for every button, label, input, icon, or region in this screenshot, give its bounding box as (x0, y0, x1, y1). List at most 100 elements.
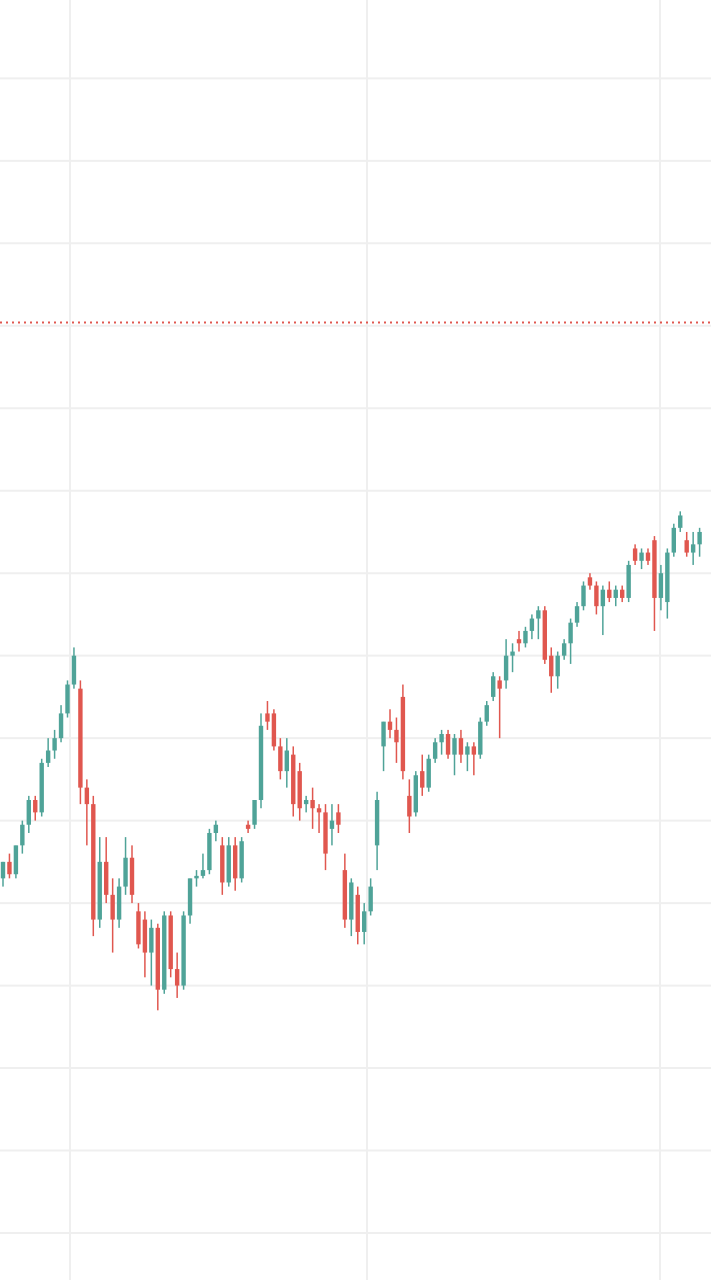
candle-body (581, 585, 586, 607)
candle-body (381, 721, 386, 747)
candle-body (678, 515, 683, 528)
candle-body (426, 758, 431, 788)
candle-body (278, 746, 283, 772)
candle-body (368, 886, 373, 912)
candle-body (594, 585, 599, 607)
candle-body (632, 548, 638, 561)
candle-body (497, 680, 502, 689)
candle-body (439, 734, 444, 743)
candle-body (400, 696, 406, 772)
candle-body (129, 857, 135, 895)
candle-body (620, 589, 625, 598)
candle-body (45, 750, 51, 763)
candle-body (207, 832, 212, 871)
candle-body (187, 878, 193, 916)
candle-body (316, 808, 322, 813)
candle-body (355, 894, 360, 932)
candle-body (329, 820, 335, 829)
candle-body (503, 655, 509, 681)
candle-body (0, 861, 6, 879)
candle-body (91, 804, 96, 920)
candle-body (458, 738, 464, 755)
candle-body (613, 589, 618, 598)
candle-body (78, 688, 83, 788)
candle-body (645, 552, 651, 561)
candle-body (413, 775, 418, 813)
candle-body (471, 746, 477, 755)
candle-body (271, 713, 277, 747)
candle-body (452, 738, 457, 755)
candle-body (84, 787, 90, 805)
candle-body (374, 800, 380, 846)
candle-body (607, 589, 612, 598)
candle-body (529, 618, 535, 631)
candle-body (478, 721, 483, 755)
candle-body (561, 643, 567, 656)
candle-body (26, 800, 31, 825)
candle-body (265, 713, 270, 722)
candle-body (297, 771, 302, 809)
candle-body (168, 915, 173, 970)
candle-body (658, 573, 664, 598)
candle-body (484, 705, 489, 722)
candle-body (342, 870, 348, 920)
candle-body (542, 610, 547, 660)
candle-body (7, 861, 12, 875)
candle-body (523, 630, 528, 644)
candle-body (181, 915, 186, 986)
candle-body (20, 824, 25, 846)
candle-body (465, 746, 470, 755)
candle-body (671, 527, 676, 553)
candle-body (445, 734, 451, 755)
candle-body (116, 886, 122, 920)
candle-body (291, 754, 296, 805)
candle-body (555, 655, 560, 677)
candle-body (652, 540, 657, 598)
candle-body (136, 911, 141, 945)
candle-body (303, 800, 309, 805)
candle-body (684, 540, 689, 553)
candle-body (549, 655, 554, 677)
candle-body (336, 812, 341, 825)
candle-body (110, 894, 115, 920)
candle-body (58, 713, 64, 739)
candle-body (200, 870, 206, 876)
candle-body (149, 927, 154, 953)
candle-body (310, 800, 315, 809)
candle-body (239, 841, 244, 879)
candle-body (510, 651, 515, 656)
candle-body (233, 845, 238, 879)
candle-body (252, 800, 257, 825)
candle-body (349, 882, 354, 920)
candle-body (639, 552, 644, 561)
candle-body (387, 721, 393, 730)
candle-body (71, 655, 77, 685)
candle-body (39, 762, 44, 813)
candle-body (52, 738, 57, 751)
candle-body (323, 812, 328, 854)
candle-body (420, 771, 425, 788)
candle-body (226, 845, 231, 883)
candle-body (213, 824, 219, 833)
candle-body (162, 915, 167, 990)
candle-body (174, 969, 180, 986)
candle-body (123, 857, 128, 887)
candle-body (574, 606, 580, 623)
candle-body (536, 610, 541, 619)
candle-body (142, 919, 148, 953)
candle-body (432, 742, 438, 759)
candle-body (697, 531, 702, 545)
candle-body (104, 861, 109, 895)
candle-body (220, 845, 225, 883)
candle-body (407, 795, 412, 817)
candle-body (516, 639, 522, 644)
candle-body (258, 725, 264, 800)
candle-body (690, 544, 696, 553)
candle-body (362, 911, 367, 932)
candle-body (245, 824, 251, 829)
candle-body (587, 577, 593, 586)
candle-body (665, 552, 670, 603)
candle-body (194, 875, 199, 879)
